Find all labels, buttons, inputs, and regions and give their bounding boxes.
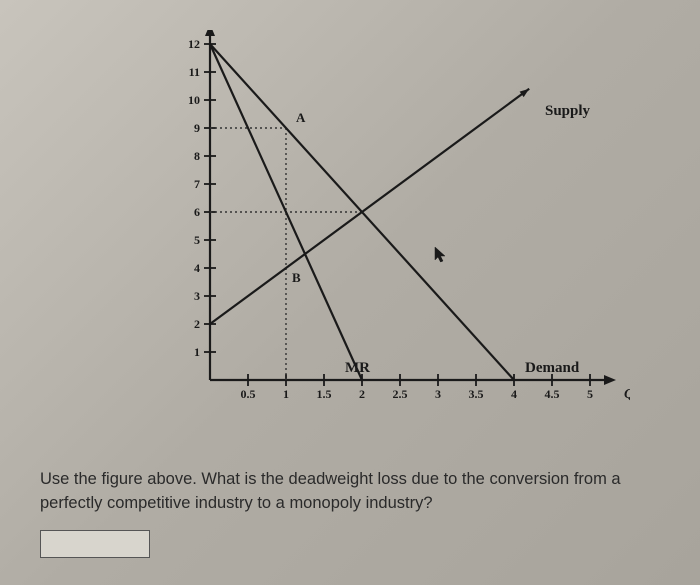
- svg-text:B: B: [292, 270, 301, 285]
- chart-svg: 1234567891011120.511.522.533.544.55Price…: [150, 30, 630, 420]
- svg-text:2: 2: [194, 317, 200, 331]
- svg-text:Supply: Supply: [545, 103, 591, 119]
- svg-text:9: 9: [194, 121, 200, 135]
- svg-text:6: 6: [194, 205, 200, 219]
- price-quantity-chart: 1234567891011120.511.522.533.544.55Price…: [150, 30, 630, 440]
- svg-text:MR: MR: [345, 360, 370, 376]
- svg-text:3: 3: [194, 289, 200, 303]
- svg-text:11: 11: [189, 65, 200, 79]
- svg-text:A: A: [296, 110, 306, 125]
- svg-text:0.5: 0.5: [241, 387, 256, 401]
- svg-text:2.5: 2.5: [393, 387, 408, 401]
- question-text: Use the figure above. What is the deadwe…: [30, 468, 670, 516]
- svg-text:10: 10: [188, 93, 200, 107]
- svg-text:8: 8: [194, 149, 200, 163]
- svg-text:4: 4: [511, 387, 517, 401]
- svg-text:5: 5: [587, 387, 593, 401]
- svg-text:7: 7: [194, 177, 200, 191]
- svg-text:Demand: Demand: [525, 360, 580, 376]
- svg-text:4.5: 4.5: [545, 387, 560, 401]
- svg-text:4: 4: [194, 261, 200, 275]
- svg-text:5: 5: [194, 233, 200, 247]
- svg-text:1: 1: [194, 345, 200, 359]
- svg-text:2: 2: [359, 387, 365, 401]
- page: 1234567891011120.511.522.533.544.55Price…: [0, 0, 700, 585]
- svg-text:1.5: 1.5: [317, 387, 332, 401]
- svg-text:3.5: 3.5: [469, 387, 484, 401]
- answer-input[interactable]: [40, 530, 150, 558]
- svg-text:3: 3: [435, 387, 441, 401]
- svg-text:12: 12: [188, 37, 200, 51]
- svg-text:1: 1: [283, 387, 289, 401]
- svg-text:Quantity: Quantity: [624, 387, 630, 402]
